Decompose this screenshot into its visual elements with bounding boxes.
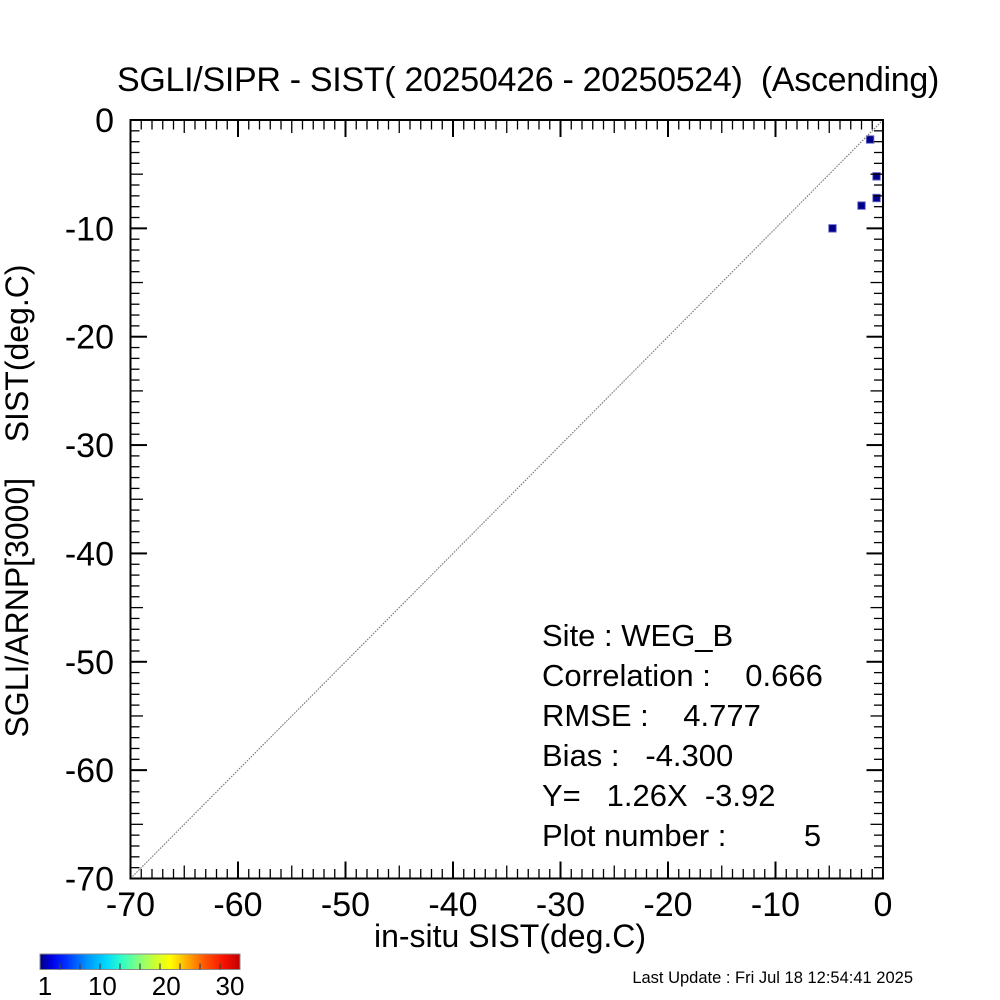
x-tick-label: -50 bbox=[321, 886, 370, 924]
y-tick-label: -60 bbox=[65, 752, 114, 790]
colorbar-labels: 1 10 20 30 bbox=[38, 971, 245, 1000]
y-tick-label: -40 bbox=[65, 535, 114, 573]
scatter-point bbox=[872, 172, 881, 181]
y-tick-labels: 0 -10 -20 -30 -40 -50 -60 -70 bbox=[65, 102, 114, 899]
y-tick-label: -50 bbox=[65, 644, 114, 682]
x-tick-label: -70 bbox=[106, 886, 155, 924]
scatter-point bbox=[828, 224, 837, 233]
y-axis-title: SGLI/ARNP[3000] SIST(deg.C) bbox=[0, 264, 35, 737]
stats-bias: Bias : -4.300 bbox=[542, 738, 733, 773]
y-tick-label: -20 bbox=[65, 319, 114, 357]
colorbar-tick-label: 20 bbox=[152, 971, 181, 1000]
x-tick-label: -10 bbox=[751, 886, 800, 924]
stats-correlation: Correlation : 0.666 bbox=[542, 658, 823, 693]
plot-frame bbox=[129, 119, 884, 880]
colorbar-tick-label: 10 bbox=[88, 971, 117, 1000]
x-tick-label: -60 bbox=[213, 886, 262, 924]
colorbar-tick-label: 1 bbox=[38, 971, 52, 1000]
x-axis-title: in-situ SIST(deg.C) bbox=[374, 918, 646, 954]
stats-block: Site : WEG_B Correlation : 0.666 RMSE : … bbox=[542, 618, 823, 853]
y-tick-label: -70 bbox=[65, 861, 114, 899]
colorbar: 1 10 20 30 bbox=[38, 953, 245, 1000]
last-update-note: Last Update : Fri Jul 18 12:54:41 2025 bbox=[632, 969, 913, 987]
data-points bbox=[828, 135, 881, 233]
scatter-point bbox=[857, 201, 866, 210]
stats-fit-equation: Y= 1.26X -3.92 bbox=[542, 778, 776, 813]
stats-site: Site : WEG_B bbox=[542, 618, 733, 653]
stats-plot-number: Plot number : 5 bbox=[542, 818, 821, 853]
y-tick-label: -30 bbox=[65, 427, 114, 465]
x-tick-labels: -70 -60 -50 -40 -30 -20 -10 0 bbox=[106, 886, 893, 924]
y-tick-label: 0 bbox=[95, 102, 114, 140]
identity-line bbox=[130, 119, 884, 879]
page-title: SGLI/SIPR - SIST( 20250426 - 20250524) (… bbox=[117, 61, 939, 99]
x-tick-label: -40 bbox=[428, 886, 477, 924]
x-tick-label: 0 bbox=[874, 886, 893, 924]
colorbar-ticks bbox=[59, 963, 221, 970]
stats-rmse: RMSE : 4.777 bbox=[542, 698, 761, 733]
scatter-point bbox=[872, 193, 881, 203]
colorbar-tick-label: 30 bbox=[216, 971, 245, 1000]
scatter-point bbox=[865, 135, 875, 144]
plot-area: -70 -60 -50 -40 -30 -20 -10 0 0-10-20-30-40-50-… bbox=[65, 102, 893, 924]
y-tick-label: -10 bbox=[65, 210, 114, 248]
x-tick-label: -30 bbox=[536, 886, 585, 924]
x-tick-label: -20 bbox=[643, 886, 692, 924]
axis-ticks bbox=[129, 119, 884, 880]
